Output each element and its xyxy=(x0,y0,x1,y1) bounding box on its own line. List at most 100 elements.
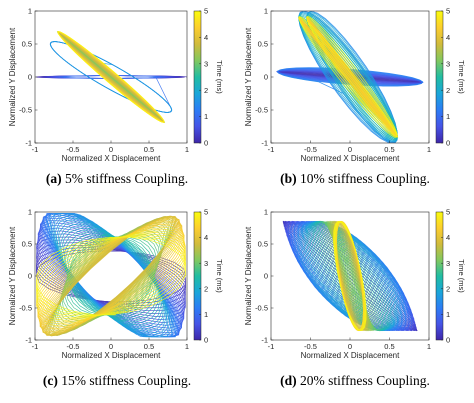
colorbar xyxy=(193,211,202,341)
trajectory-segment xyxy=(63,231,159,322)
trajectory-segment xyxy=(301,221,400,332)
colorbar xyxy=(435,10,444,144)
y-tick-label: 1 xyxy=(28,208,32,217)
trajectory-segment xyxy=(39,216,182,335)
y-tick-label: 1 xyxy=(264,7,268,16)
trajectory-segment xyxy=(43,215,179,337)
trajectory-segment xyxy=(36,236,186,316)
x-tick-label: 0 xyxy=(348,145,352,154)
colorbar-tick-label: 2 xyxy=(446,284,450,293)
x-tick-label: 0 xyxy=(348,342,352,351)
trajectory-segment xyxy=(36,230,186,323)
trajectory-series xyxy=(275,11,424,143)
colorbar-tick-label: 1 xyxy=(204,112,208,121)
trajectory-segment xyxy=(59,227,162,326)
colorbar-tick-label: 1 xyxy=(446,112,450,121)
trajectory-series xyxy=(36,31,187,123)
trajectory-segment xyxy=(328,220,373,332)
x-tick-label: -1 xyxy=(32,342,39,351)
colorbar-tick-label: 4 xyxy=(204,233,208,242)
trajectory-segment xyxy=(37,222,185,329)
trajectory-segment xyxy=(298,16,398,138)
x-tick-label: 0.5 xyxy=(144,145,154,154)
x-tick-label: 1 xyxy=(185,145,189,154)
colorbar-tick-label: 3 xyxy=(204,259,208,268)
colorbar-tick-label: 3 xyxy=(446,259,450,268)
caption-text: 5% stiffness Coupling. xyxy=(62,171,189,186)
panel-label: (d) xyxy=(280,373,297,388)
caption-text: 20% stiffness Coupling. xyxy=(297,373,430,388)
y-tick-label: -0.5 xyxy=(255,106,268,115)
colorbar-tick-label: 0 xyxy=(204,336,208,345)
x-tick-label: 0 xyxy=(109,145,113,154)
y-tick-label: 0.5 xyxy=(22,40,32,49)
panel-a: -1-1 -0.5 -0.5 0 0 0.5 0.5 1 1 Normalized X Displ… xyxy=(8,7,224,186)
trajectory-segment xyxy=(333,220,367,332)
x-tick-label: 0 xyxy=(109,342,113,351)
colorbar-tick-label: 4 xyxy=(446,33,450,42)
y-tick-label: 0.5 xyxy=(258,240,268,249)
y-axis-label: Normalized Y Displacement xyxy=(8,27,17,126)
colorbar-tick-label: 3 xyxy=(446,59,450,68)
panel-b: -1-1 -0.5 -0.5 0 0 0.5 0.5 1 1 Normalized X Displ… xyxy=(244,7,466,186)
colorbar-tick-label: 0 xyxy=(446,139,450,148)
y-tick-label: 0 xyxy=(28,73,32,82)
y-tick-label: -1 xyxy=(25,139,32,148)
y-tick-label: 1 xyxy=(264,208,268,217)
colorbar-tick-label: 2 xyxy=(204,86,208,95)
trajectory-segment xyxy=(36,230,186,321)
y-tick-label: -0.5 xyxy=(255,304,268,313)
y-tick-label: 0 xyxy=(28,272,32,281)
x-tick-label: -1 xyxy=(268,342,275,351)
panel-caption: (b) 10% stiffness Coupling. xyxy=(280,171,430,186)
panel-label: (b) xyxy=(280,171,297,186)
colorbar-label: Time (ms) xyxy=(457,60,466,94)
trajectory-segment xyxy=(38,219,184,332)
panel-caption: (c) 15% stiffness Coupling. xyxy=(43,373,191,388)
trajectory-segment xyxy=(298,11,398,143)
caption-text: 10% stiffness Coupling. xyxy=(297,171,430,186)
y-tick-label: 0.5 xyxy=(22,240,32,249)
colorbar-tick-label: 5 xyxy=(446,208,450,217)
panel-c: -1-1 -0.5 -0.5 0 0 0.5 0.5 1 1 Normalized X Displ… xyxy=(8,208,224,388)
y-tick-label: 0 xyxy=(264,272,268,281)
colorbar-tick-label: 4 xyxy=(204,33,208,42)
y-tick-label: -0.5 xyxy=(19,106,32,115)
colorbar-tick-label: 0 xyxy=(446,336,450,345)
colorbar-tick-label: 4 xyxy=(446,233,450,242)
x-tick-label: 0.5 xyxy=(144,342,154,351)
trajectory-segment xyxy=(36,233,186,318)
y-tick-label: 1 xyxy=(28,7,32,16)
x-tick-label: 0.5 xyxy=(384,342,394,351)
x-tick-label: -0.5 xyxy=(304,342,317,351)
trajectory-segment xyxy=(298,220,402,332)
trajectory-segment xyxy=(311,221,389,331)
colorbar-tick-label: 2 xyxy=(204,284,208,293)
x-axis-label: Normalized X Displacement xyxy=(301,154,400,163)
panel-caption: (d) 20% stiffness Coupling. xyxy=(280,373,430,388)
trajectory-segment xyxy=(298,16,398,137)
y-tick-label: 0.5 xyxy=(258,40,268,49)
trajectory-segment xyxy=(57,31,165,123)
colorbar-tick-label: 5 xyxy=(204,208,208,217)
trajectory-series xyxy=(36,212,186,338)
panel-d: -1-1 -0.5 -0.5 0 0 0.5 0.5 1 1 Normalized X Displ… xyxy=(244,208,466,388)
x-axis-label: Normalized X Displacement xyxy=(62,351,161,360)
y-axis-label: Normalized Y Displacement xyxy=(8,226,17,325)
colorbar-tick-label: 5 xyxy=(446,7,450,16)
y-tick-label: 0 xyxy=(264,73,268,82)
y-axis-label: Normalized Y Displacement xyxy=(244,226,253,325)
y-tick-label: -1 xyxy=(261,139,268,148)
caption-text: 15% stiffness Coupling. xyxy=(58,373,191,388)
trajectory-segment xyxy=(64,235,159,317)
y-tick-label: -1 xyxy=(261,336,268,345)
x-tick-label: -0.5 xyxy=(67,342,80,351)
x-tick-label: 0.5 xyxy=(384,145,394,154)
x-axis-label: Normalized X Displacement xyxy=(301,351,400,360)
colorbar-tick-label: 0 xyxy=(204,139,208,148)
x-tick-label: -0.5 xyxy=(67,145,80,154)
x-tick-label: -0.5 xyxy=(304,145,317,154)
trajectory-segment xyxy=(37,223,185,330)
y-axis-label: Normalized Y Displacement xyxy=(244,27,253,126)
